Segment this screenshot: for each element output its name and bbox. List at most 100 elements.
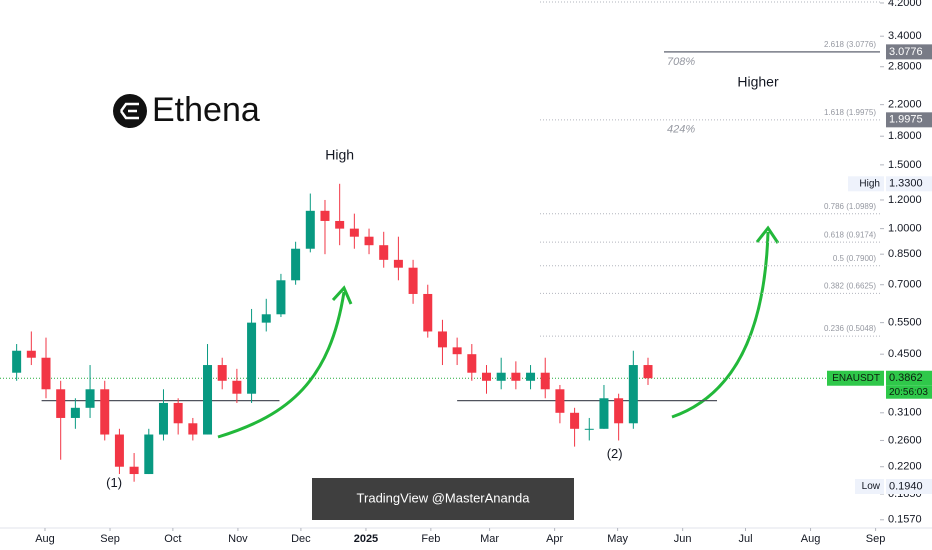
x-tick-label: Apr (546, 533, 563, 545)
x-tick-label: 2025 (354, 533, 378, 545)
price-marker-name: Low (862, 481, 881, 492)
candle-body (555, 389, 565, 413)
watermark: TradingView @MasterAnanda (357, 490, 531, 505)
candle-body (496, 372, 506, 381)
candle-body (56, 389, 66, 418)
candle-body (85, 389, 95, 408)
candle-body (203, 365, 213, 435)
candle-body (320, 210, 330, 221)
fib-percent: 424% (667, 124, 695, 136)
price-marker-value: 1.9975 (889, 114, 923, 126)
arrows (0, 1, 880, 439)
candle-body (26, 350, 36, 358)
price-marker-value: 0.1940 (889, 480, 923, 492)
x-tick-label: Feb (421, 533, 440, 545)
candle-body (291, 248, 301, 281)
candle-body (114, 434, 124, 467)
candle-body (12, 350, 22, 373)
candle-body (423, 293, 433, 332)
y-tick-label: 1.5000 (888, 159, 922, 171)
fib-label: 1.618 (1.9975) (824, 108, 876, 117)
watermark-box (312, 478, 574, 520)
y-tick-label: 0.7000 (888, 279, 922, 291)
candle-body (276, 280, 286, 315)
y-tick-label: 0.8500 (888, 248, 922, 260)
candle-body (437, 331, 447, 348)
candle-body (335, 220, 345, 229)
annotation: (2) (607, 446, 623, 461)
fib-percent: 708% (667, 56, 695, 68)
fib-label: 0.382 (0.6625) (824, 281, 876, 290)
x-tick-label: Dec (291, 533, 311, 545)
price-marker-name: ENAUSDT (832, 373, 880, 384)
price-marker-box (886, 44, 932, 60)
y-tick-label: 1.8000 (888, 130, 922, 142)
x-tick-label: Sep (866, 533, 886, 545)
logo-glyph (119, 102, 139, 120)
candle-body (467, 354, 477, 373)
arrow (671, 231, 770, 419)
x-tick-label: May (607, 533, 628, 545)
y-tick-label: 1.2000 (888, 194, 922, 206)
price-axis-bg (880, 0, 932, 550)
candle-body (481, 372, 491, 381)
candle-body (129, 466, 139, 475)
x-tick-label: Oct (164, 533, 181, 545)
x-tick-label: Nov (228, 533, 248, 545)
arrow-head (331, 285, 353, 305)
candle-body (599, 398, 609, 429)
x-tick-label: Aug (801, 533, 821, 545)
countdown-box (886, 385, 932, 399)
x-tick-label: Mar (480, 533, 499, 545)
logo-text: Ethena (152, 91, 260, 129)
fib-label: 0.618 (0.9174) (824, 230, 876, 239)
y-tick-label: 2.2000 (888, 99, 922, 111)
fib-label: 2.618 (3.0776) (824, 40, 876, 49)
candle-body (349, 228, 359, 237)
x-tick-label: Jul (738, 533, 752, 545)
candle-body (408, 267, 418, 294)
price-marker-name-box (827, 370, 884, 386)
candle-body (452, 347, 462, 355)
logo: Ethena (113, 91, 260, 129)
candle-body (526, 372, 536, 381)
price-marker-name-box (848, 176, 884, 192)
y-tick-label: 0.4500 (888, 348, 922, 360)
price-marker-box (886, 112, 932, 128)
fib-label: 0.786 (1.0989) (824, 202, 876, 211)
x-tick-label: Sep (100, 533, 120, 545)
arrow (217, 291, 346, 439)
candle-body (643, 365, 653, 379)
candle-body (261, 314, 271, 323)
price-marker-box (886, 176, 932, 192)
y-tick-label: 0.3100 (888, 407, 922, 419)
candle-body (614, 398, 624, 424)
candle-body (364, 236, 374, 246)
price-marker-box (886, 479, 932, 495)
candle-body (628, 365, 638, 424)
fib-label: 0.236 (0.5048) (824, 324, 876, 333)
candle-body (41, 357, 51, 390)
candle-body (144, 434, 154, 475)
y-tick-label: 0.5500 (888, 317, 922, 329)
candle-body (232, 380, 242, 394)
arrow-head (755, 225, 780, 244)
price-marker-value: 0.3862 (889, 372, 923, 384)
candle-body (393, 259, 403, 268)
y-tick-label: 4.2000 (888, 0, 922, 9)
candle-body (305, 210, 315, 249)
candle-body (540, 372, 550, 390)
price-marker-value: 1.3300 (889, 178, 923, 190)
candle-body (511, 372, 521, 381)
candle-body (173, 402, 183, 424)
candle-body (247, 322, 257, 394)
x-tick-label: Jun (674, 533, 692, 545)
annotation: Higher (737, 74, 779, 90)
y-tick-label: 1.0000 (888, 223, 922, 235)
y-tick-label: 0.2200 (888, 461, 922, 473)
annotation: (1) (106, 475, 122, 490)
candle-body (570, 412, 580, 429)
countdown: 20:56:03 (889, 387, 928, 398)
y-tick-label: 0.2600 (888, 434, 922, 446)
price-marker-box (886, 370, 932, 386)
